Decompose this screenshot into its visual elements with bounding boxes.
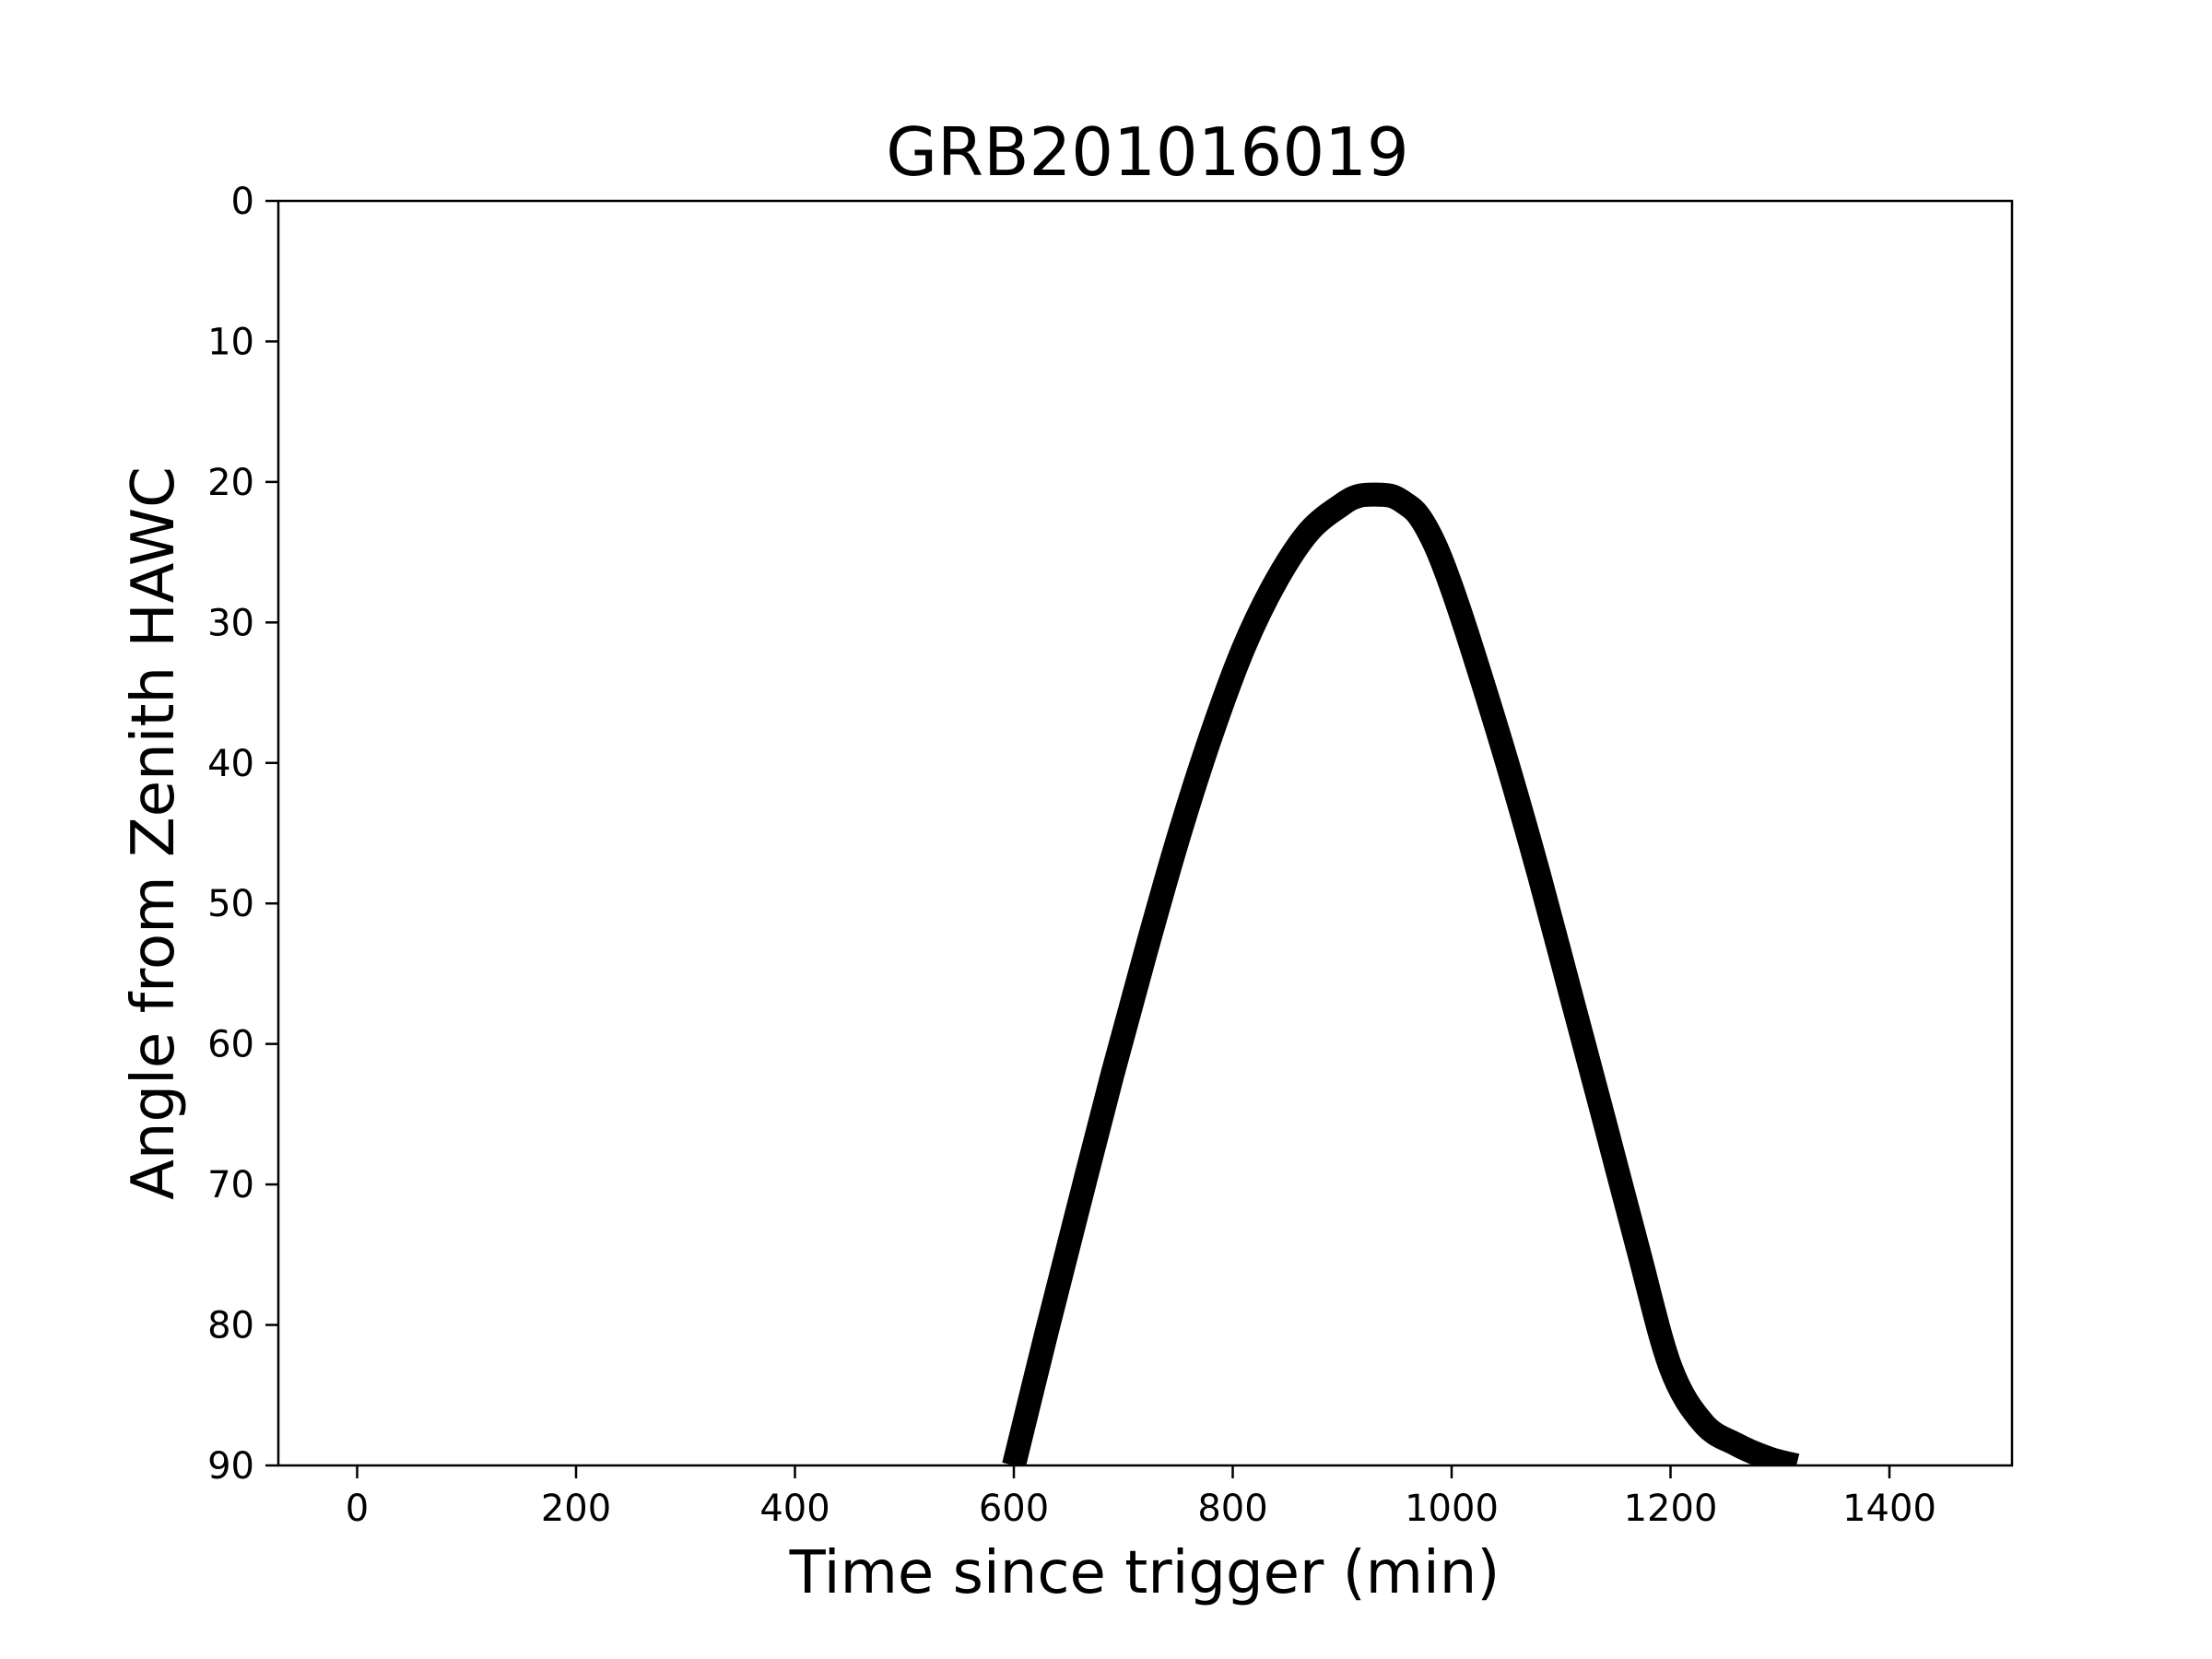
x-tick-label: 600 — [979, 1488, 1049, 1530]
y-tick-label: 30 — [207, 602, 254, 644]
y-tick-label: 10 — [207, 321, 254, 363]
x-tick-label: 1200 — [1624, 1488, 1718, 1530]
plot-area — [276, 199, 2014, 1467]
x-tick-label: 1000 — [1405, 1488, 1499, 1530]
x-axis: 0 200 400 600 800 1000 1200 1400 — [346, 1465, 1936, 1530]
x-tick-label: 1400 — [1842, 1488, 1936, 1530]
y-tick-label: 50 — [207, 883, 254, 925]
y-tick-label: 0 — [231, 181, 254, 223]
y-axis: 0 10 20 30 40 50 60 70 80 90 — [207, 181, 278, 1488]
y-tick-label: 80 — [207, 1305, 254, 1347]
plot-frame — [276, 199, 2014, 1467]
y-tick-label: 40 — [207, 743, 254, 785]
x-tick-label: 0 — [346, 1488, 369, 1530]
y-tick-label: 60 — [207, 1024, 254, 1066]
x-tick-label: 200 — [541, 1488, 611, 1530]
y-tick-label: 20 — [207, 462, 254, 504]
series-line — [1002, 482, 1800, 1465]
series-layer — [1002, 482, 1800, 1465]
y-tick-label: 90 — [207, 1445, 254, 1488]
chart-title: GRB201016019 — [886, 113, 1409, 191]
y-axis-label: Angle from Zenith HAWC — [120, 466, 188, 1200]
y-tick-label: 70 — [207, 1164, 254, 1206]
x-tick-label: 400 — [759, 1488, 830, 1530]
x-tick-label: 800 — [1197, 1488, 1267, 1530]
x-axis-label: Time since trigger (min) — [789, 1539, 1500, 1607]
